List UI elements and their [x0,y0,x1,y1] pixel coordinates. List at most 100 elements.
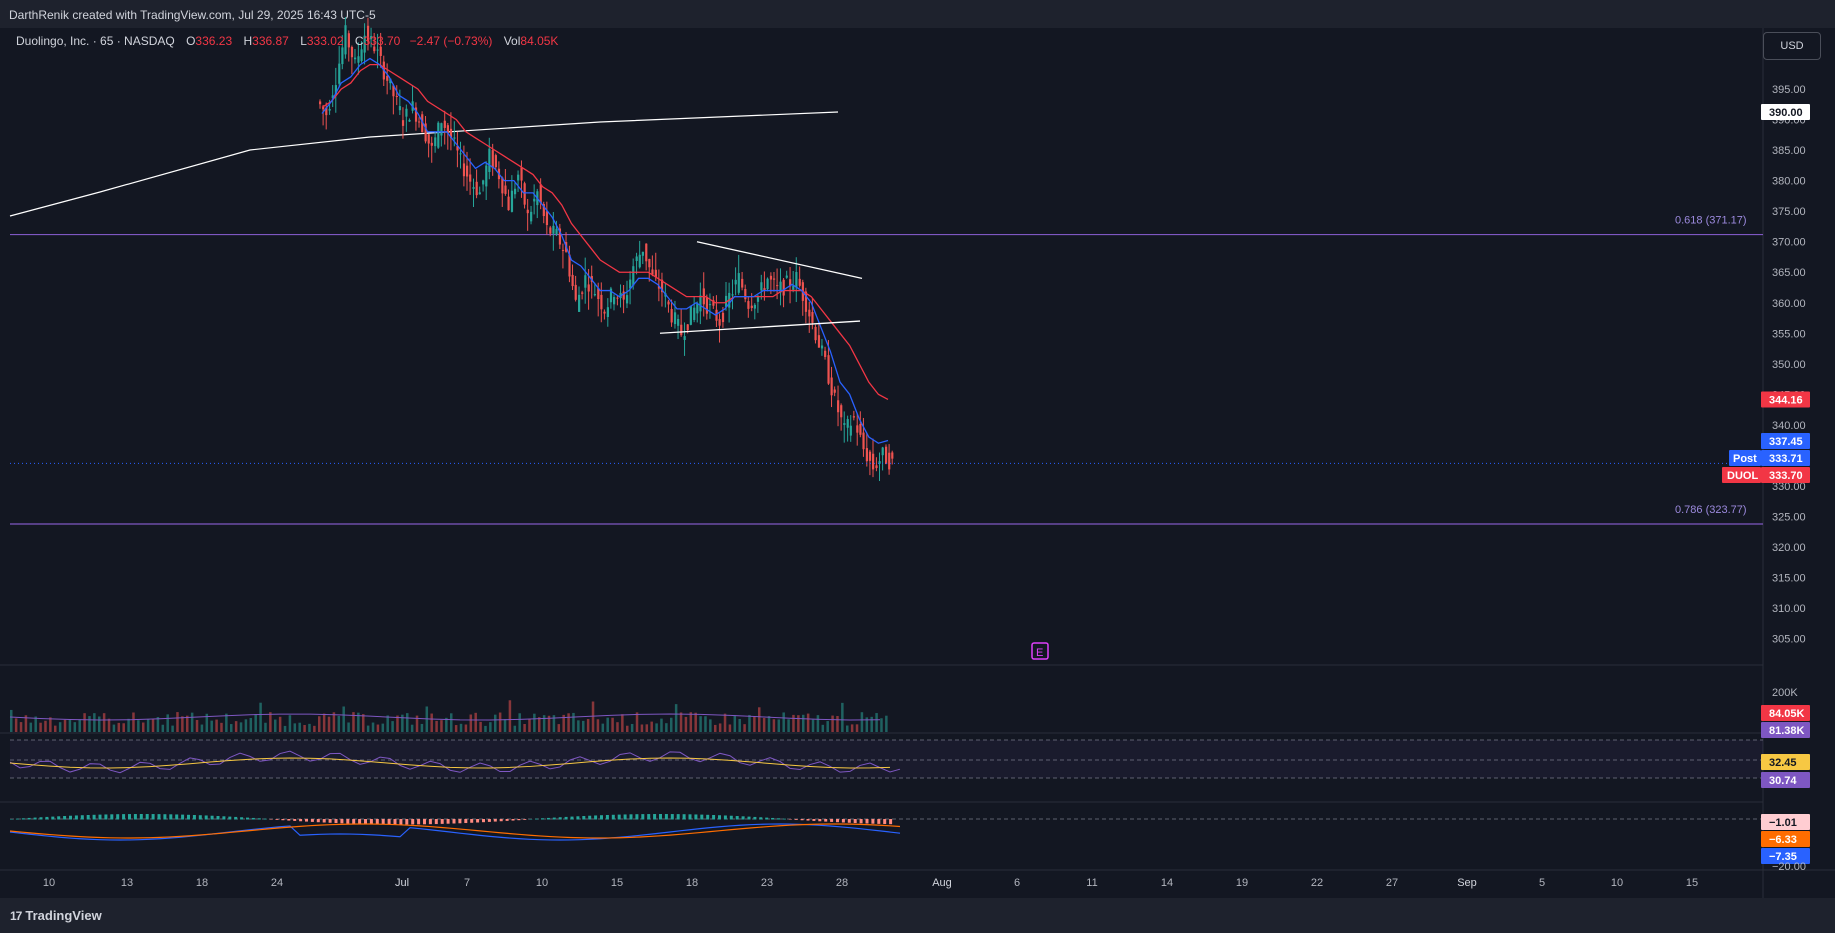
macd-hist-bar [175,814,179,820]
macd-hist-bar [128,814,131,820]
price-tick-label: 360.00 [1772,298,1806,310]
candle [840,405,843,418]
volume-bar [376,724,380,732]
volume-bar [24,715,28,732]
candle [401,120,405,126]
candle [584,275,587,288]
macd-hist-bar [623,814,627,820]
volume-bar [513,725,517,732]
volume-bar [102,713,106,732]
fib-level-label: 0.618 (371.17) [1675,215,1747,227]
macd-hist-bar [782,818,786,820]
candle [817,335,821,348]
macd-hist-bar [476,819,480,823]
candle [545,211,549,226]
macd-hist-bar [305,819,308,822]
volume-bar [68,719,72,732]
time-tick-label: 10 [43,877,55,889]
candle [776,285,779,287]
volume-bar [93,713,96,732]
fib-level-label: 0.786 (323.77) [1675,504,1747,516]
volume-bar [806,713,810,732]
macd-hist-bar [133,814,137,820]
volume-bar [415,715,419,732]
macd-hist-bar [877,819,881,824]
candle [533,198,536,202]
macd-hist-bar [110,814,114,820]
macd-hist-bar [293,819,297,821]
candle [526,209,529,214]
volume-bar [674,704,678,732]
price-tick-label: 385.00 [1772,145,1806,157]
macd-hist-bar [712,815,716,820]
volume-bar [44,720,47,732]
time-tick-label: 5 [1539,877,1545,889]
volume-bar [596,719,600,732]
candle [558,228,562,245]
macd-hist-bar [482,819,485,823]
candle [772,278,776,280]
earnings-marker-label: E [1036,647,1043,659]
volume-bar [366,725,370,732]
candle [475,181,478,196]
candle [418,121,421,123]
candle [670,309,673,323]
price-tick-label: 315.00 [1772,573,1806,585]
candle [846,419,849,428]
symbol-title: Duolingo, Inc. · 65 · NASDAQ [16,34,175,48]
volume-bar [787,719,790,732]
macd-hist-bar [889,819,893,825]
candle [571,274,574,287]
volume-bar [616,722,619,732]
time-tick-label: 18 [196,877,208,889]
volume-bar [303,725,306,732]
volume-bar [498,712,502,732]
macd-hist-bar [39,817,43,820]
candle [635,256,638,261]
macd-hist-bar [74,815,78,820]
currency-button[interactable]: USD [1763,32,1821,60]
candle [549,227,552,234]
candle [325,107,328,116]
candle [756,296,760,302]
volume-ma-line [9,713,881,721]
volume-bar [880,718,883,732]
last-price-label-bg [1761,467,1810,483]
volume-last-label: 84.05K [1769,708,1805,720]
macd-hist-bar [883,819,887,825]
candle [395,95,398,97]
volume-tick-label: 200K [1772,687,1798,699]
candle [366,25,370,42]
macd-hist-bar [735,816,739,820]
price-tick-label: 380.00 [1772,176,1806,188]
macd-hist-bar [765,817,769,820]
volume-bar [831,715,834,732]
macd-hist-bar [517,819,521,821]
macd-hist-bar [794,819,798,820]
macd-hist-bar [322,819,326,823]
volume-ma-label: 81.38K [1769,725,1805,737]
macd-hist-bar [741,816,745,820]
tradingview-logo[interactable]: 17 TradingView [10,908,102,923]
volume-bar [440,720,443,732]
volume-bar [684,716,688,732]
candle [718,319,721,326]
volume-bar [542,715,546,732]
volume-bar [210,720,213,732]
macd-hist-bar [10,819,13,820]
candle [555,228,558,235]
volume-bar [58,722,62,732]
candle [849,425,852,436]
candle [651,269,654,275]
macd-hist-bar [529,818,533,820]
volume-bar [122,723,125,732]
volume-bar [410,724,414,732]
candle [440,123,443,136]
volume-bar [406,713,409,732]
volume-bar [98,716,101,732]
candle [510,190,514,212]
volume-bar [528,718,531,732]
volume-bar [723,713,727,732]
macd-hist-bar [116,814,120,820]
